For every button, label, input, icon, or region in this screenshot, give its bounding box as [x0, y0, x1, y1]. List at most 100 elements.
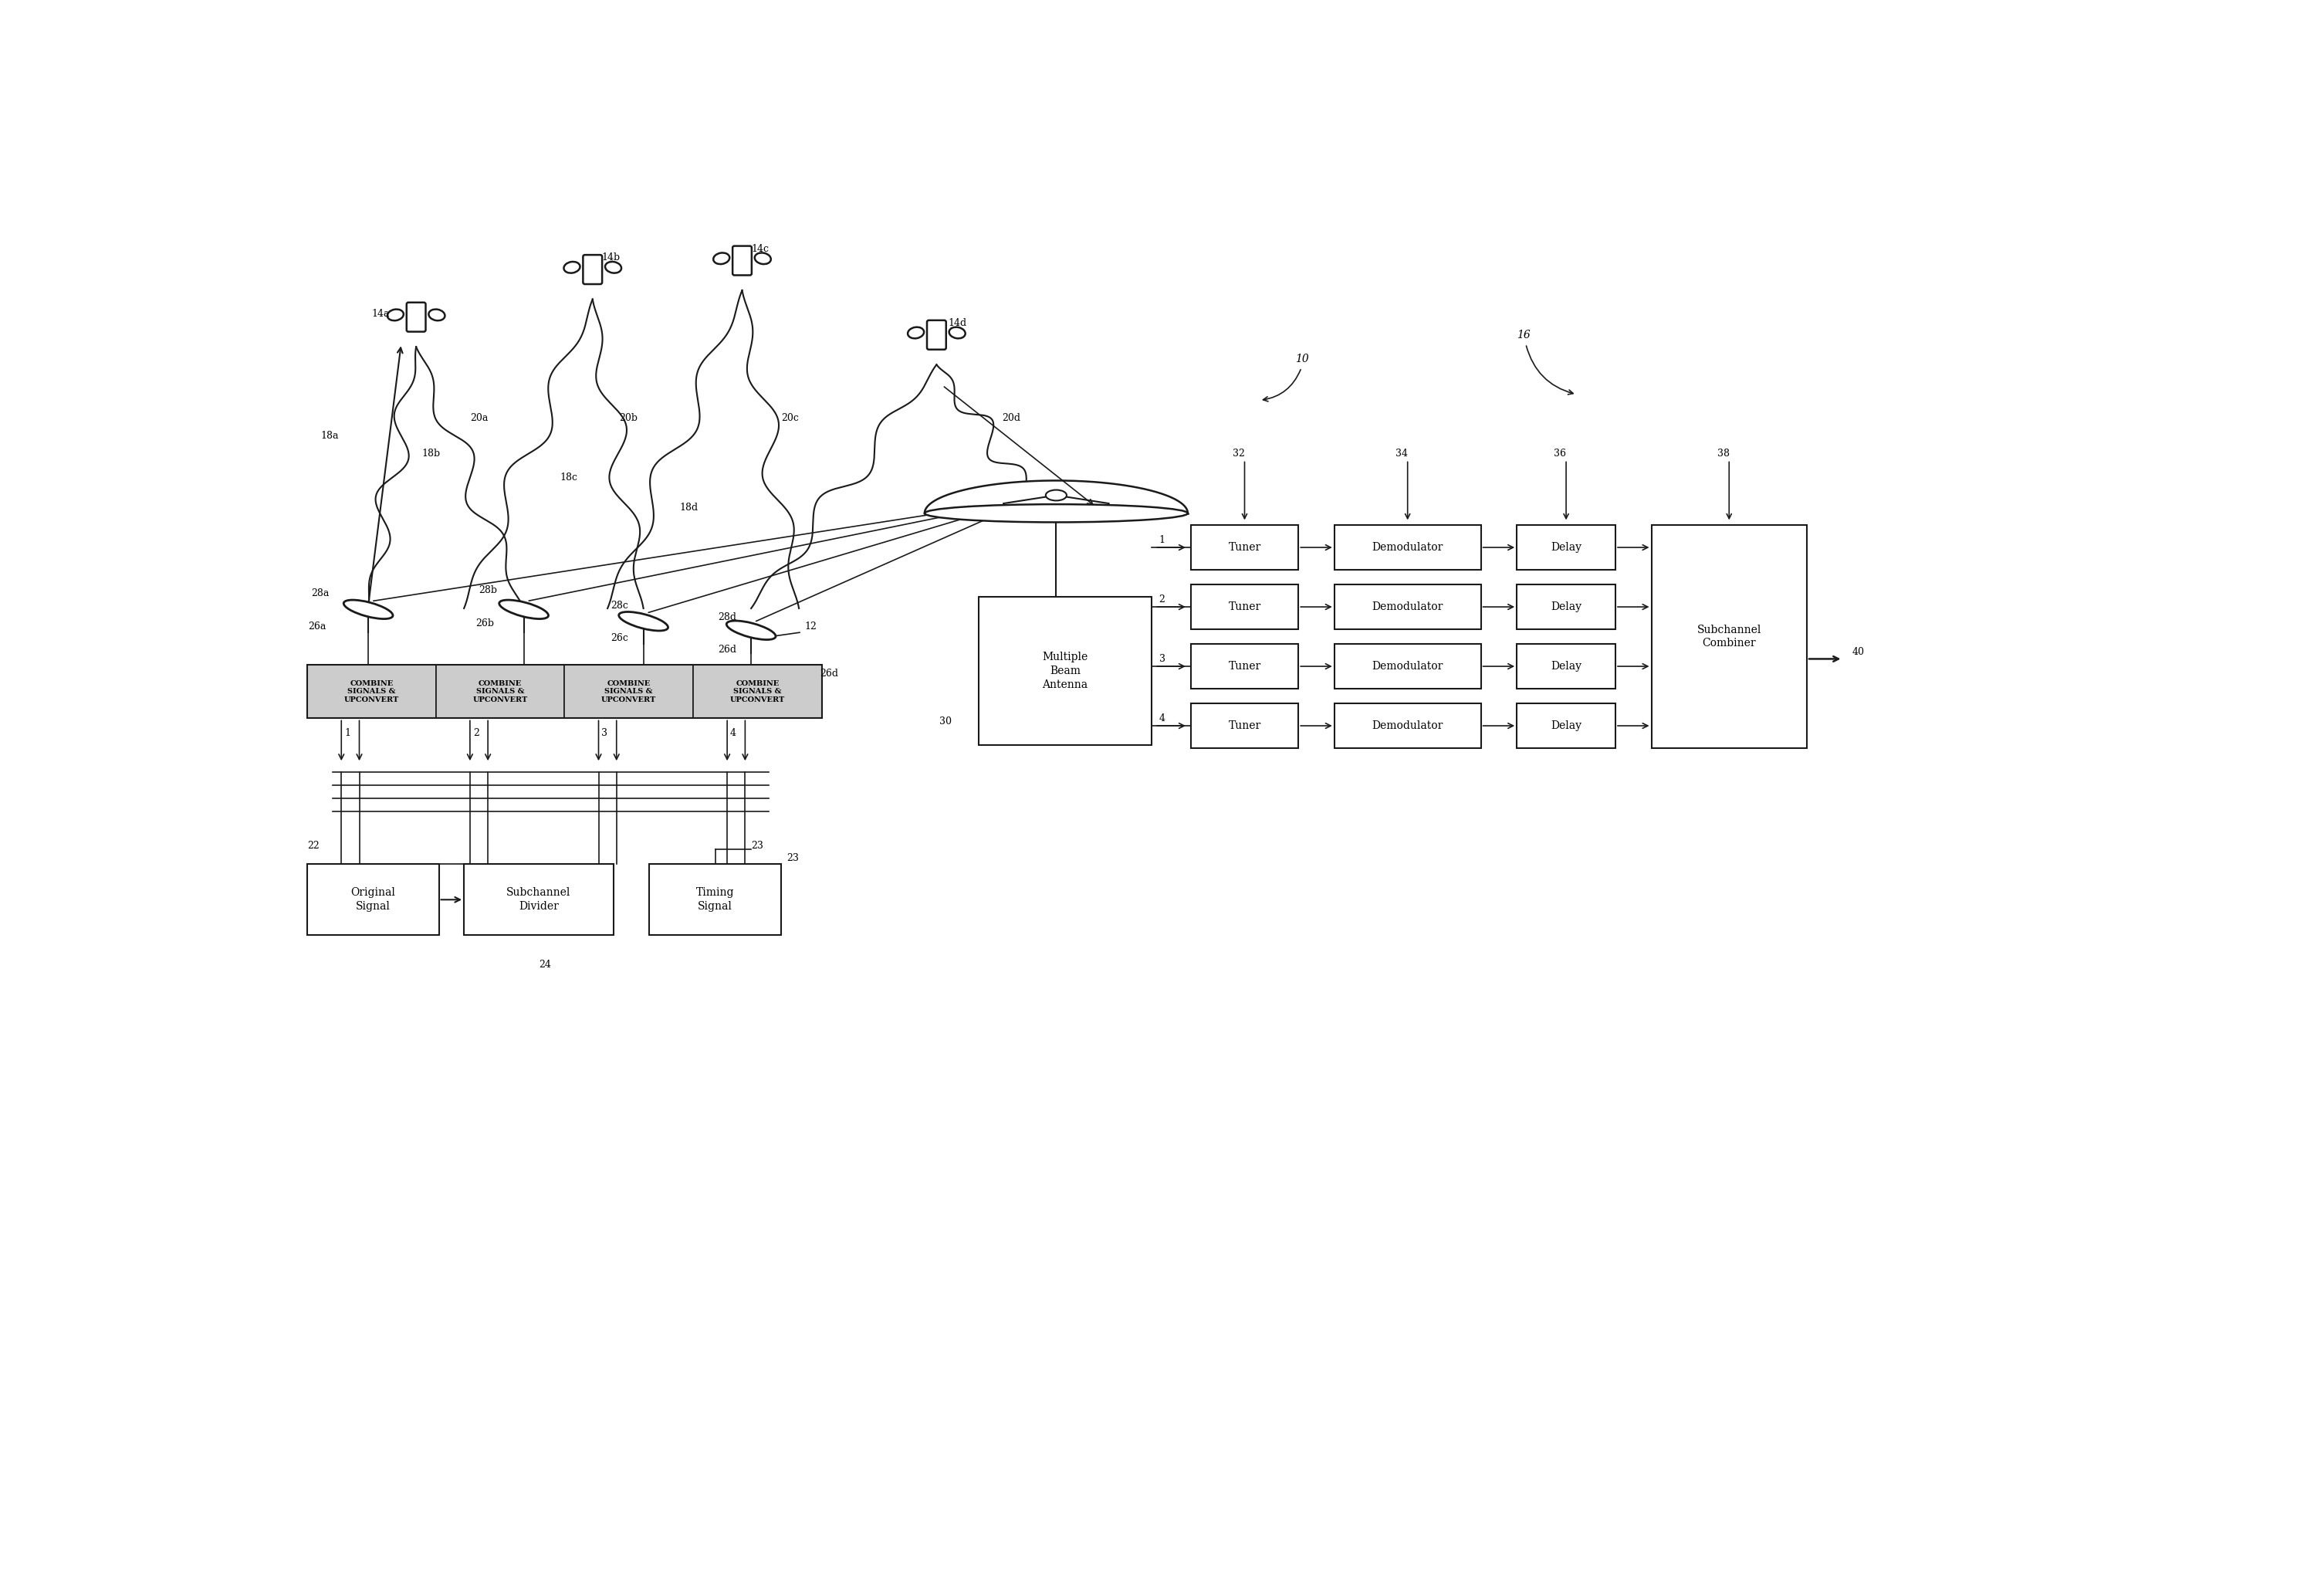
Text: Tuner: Tuner: [1229, 720, 1262, 731]
Text: 28c: 28c: [611, 600, 627, 610]
Text: COMBINE
SIGNALS &
UPCONVERT: COMBINE SIGNALS & UPCONVERT: [602, 680, 655, 704]
Text: 30: 30: [939, 716, 953, 726]
Text: 28d: 28d: [718, 613, 737, 622]
Text: Subchannel
Combiner: Subchannel Combiner: [1697, 624, 1762, 650]
Text: Demodulator: Demodulator: [1371, 541, 1443, 552]
FancyBboxPatch shape: [437, 665, 565, 718]
Ellipse shape: [565, 261, 581, 274]
Text: 23: 23: [751, 841, 762, 852]
Text: Delay: Delay: [1550, 541, 1583, 552]
FancyBboxPatch shape: [1518, 704, 1615, 748]
Text: COMBINE
SIGNALS &
UPCONVERT: COMBINE SIGNALS & UPCONVERT: [472, 680, 528, 704]
Ellipse shape: [925, 505, 1188, 522]
Text: 26d: 26d: [718, 645, 737, 654]
Polygon shape: [925, 481, 1188, 513]
Text: COMBINE
SIGNALS &
UPCONVERT: COMBINE SIGNALS & UPCONVERT: [730, 680, 786, 704]
FancyBboxPatch shape: [648, 864, 781, 936]
Text: 28b: 28b: [479, 586, 497, 595]
Text: Demodulator: Demodulator: [1371, 661, 1443, 672]
Text: 10: 10: [1294, 353, 1308, 365]
Text: 2: 2: [474, 728, 479, 739]
Text: 2: 2: [1160, 595, 1164, 605]
Text: 40: 40: [1852, 646, 1864, 657]
Text: 23: 23: [788, 853, 799, 863]
Text: Original
Signal: Original Signal: [351, 887, 395, 912]
Ellipse shape: [428, 309, 444, 320]
FancyBboxPatch shape: [1190, 704, 1299, 748]
Text: 20b: 20b: [621, 412, 639, 423]
FancyBboxPatch shape: [1190, 645, 1299, 689]
FancyBboxPatch shape: [1334, 584, 1480, 629]
FancyBboxPatch shape: [407, 302, 425, 331]
FancyBboxPatch shape: [1190, 525, 1299, 570]
Ellipse shape: [1046, 490, 1067, 500]
Text: 4: 4: [730, 728, 737, 739]
Ellipse shape: [388, 309, 404, 320]
Ellipse shape: [727, 621, 776, 640]
FancyBboxPatch shape: [307, 864, 439, 936]
Text: 16: 16: [1518, 330, 1532, 341]
Text: Tuner: Tuner: [1229, 541, 1262, 552]
Text: Delay: Delay: [1550, 720, 1583, 731]
FancyBboxPatch shape: [1518, 525, 1615, 570]
Text: 36: 36: [1555, 449, 1566, 458]
FancyBboxPatch shape: [1334, 525, 1480, 570]
Text: 3: 3: [1160, 654, 1164, 664]
Ellipse shape: [604, 261, 621, 274]
Text: Delay: Delay: [1550, 661, 1583, 672]
FancyBboxPatch shape: [465, 864, 614, 936]
Text: Multiple
Beam
Antenna: Multiple Beam Antenna: [1041, 651, 1088, 689]
Text: Tuner: Tuner: [1229, 602, 1262, 613]
Text: 14d: 14d: [948, 318, 967, 328]
FancyBboxPatch shape: [1518, 645, 1615, 689]
FancyBboxPatch shape: [583, 255, 602, 283]
Text: 14b: 14b: [602, 253, 621, 263]
FancyBboxPatch shape: [732, 247, 751, 275]
Text: 1: 1: [1160, 535, 1164, 546]
Text: 20d: 20d: [1002, 412, 1020, 423]
Ellipse shape: [948, 326, 964, 339]
Text: Subchannel
Divider: Subchannel Divider: [507, 887, 572, 912]
Text: 26d: 26d: [820, 669, 839, 678]
Ellipse shape: [909, 326, 925, 339]
Text: 18c: 18c: [560, 473, 576, 482]
Ellipse shape: [713, 253, 730, 264]
Ellipse shape: [344, 600, 393, 619]
Text: Demodulator: Demodulator: [1371, 602, 1443, 613]
Text: 38: 38: [1717, 449, 1729, 458]
Text: 14a: 14a: [372, 309, 390, 318]
Text: 34: 34: [1394, 449, 1408, 458]
Text: 12: 12: [804, 621, 818, 630]
Text: 20a: 20a: [469, 412, 488, 423]
Text: Delay: Delay: [1550, 602, 1583, 613]
Text: 18b: 18b: [423, 449, 442, 458]
Text: 1: 1: [344, 728, 351, 739]
Text: Tuner: Tuner: [1229, 661, 1262, 672]
Text: 26a: 26a: [309, 621, 325, 630]
FancyBboxPatch shape: [1334, 704, 1480, 748]
Text: 22: 22: [307, 841, 318, 852]
Ellipse shape: [618, 611, 667, 630]
Text: 26c: 26c: [611, 634, 627, 643]
Text: 32: 32: [1232, 449, 1246, 458]
Text: Timing
Signal: Timing Signal: [697, 887, 734, 912]
FancyBboxPatch shape: [307, 665, 437, 718]
Text: 26b: 26b: [476, 618, 495, 629]
Text: 28a: 28a: [311, 589, 330, 599]
Text: 20c: 20c: [781, 412, 799, 423]
FancyBboxPatch shape: [565, 665, 693, 718]
FancyBboxPatch shape: [1652, 525, 1806, 748]
Text: 3: 3: [602, 728, 607, 739]
Text: 18d: 18d: [679, 503, 697, 513]
Text: 4: 4: [1160, 713, 1164, 724]
Ellipse shape: [755, 253, 772, 264]
Ellipse shape: [500, 600, 548, 619]
FancyBboxPatch shape: [1518, 584, 1615, 629]
Text: 24: 24: [539, 960, 551, 970]
FancyBboxPatch shape: [927, 320, 946, 350]
Text: 18a: 18a: [321, 431, 339, 441]
Text: COMBINE
SIGNALS &
UPCONVERT: COMBINE SIGNALS & UPCONVERT: [344, 680, 400, 704]
FancyBboxPatch shape: [1334, 645, 1480, 689]
Text: 14c: 14c: [751, 244, 769, 253]
FancyBboxPatch shape: [978, 597, 1153, 745]
